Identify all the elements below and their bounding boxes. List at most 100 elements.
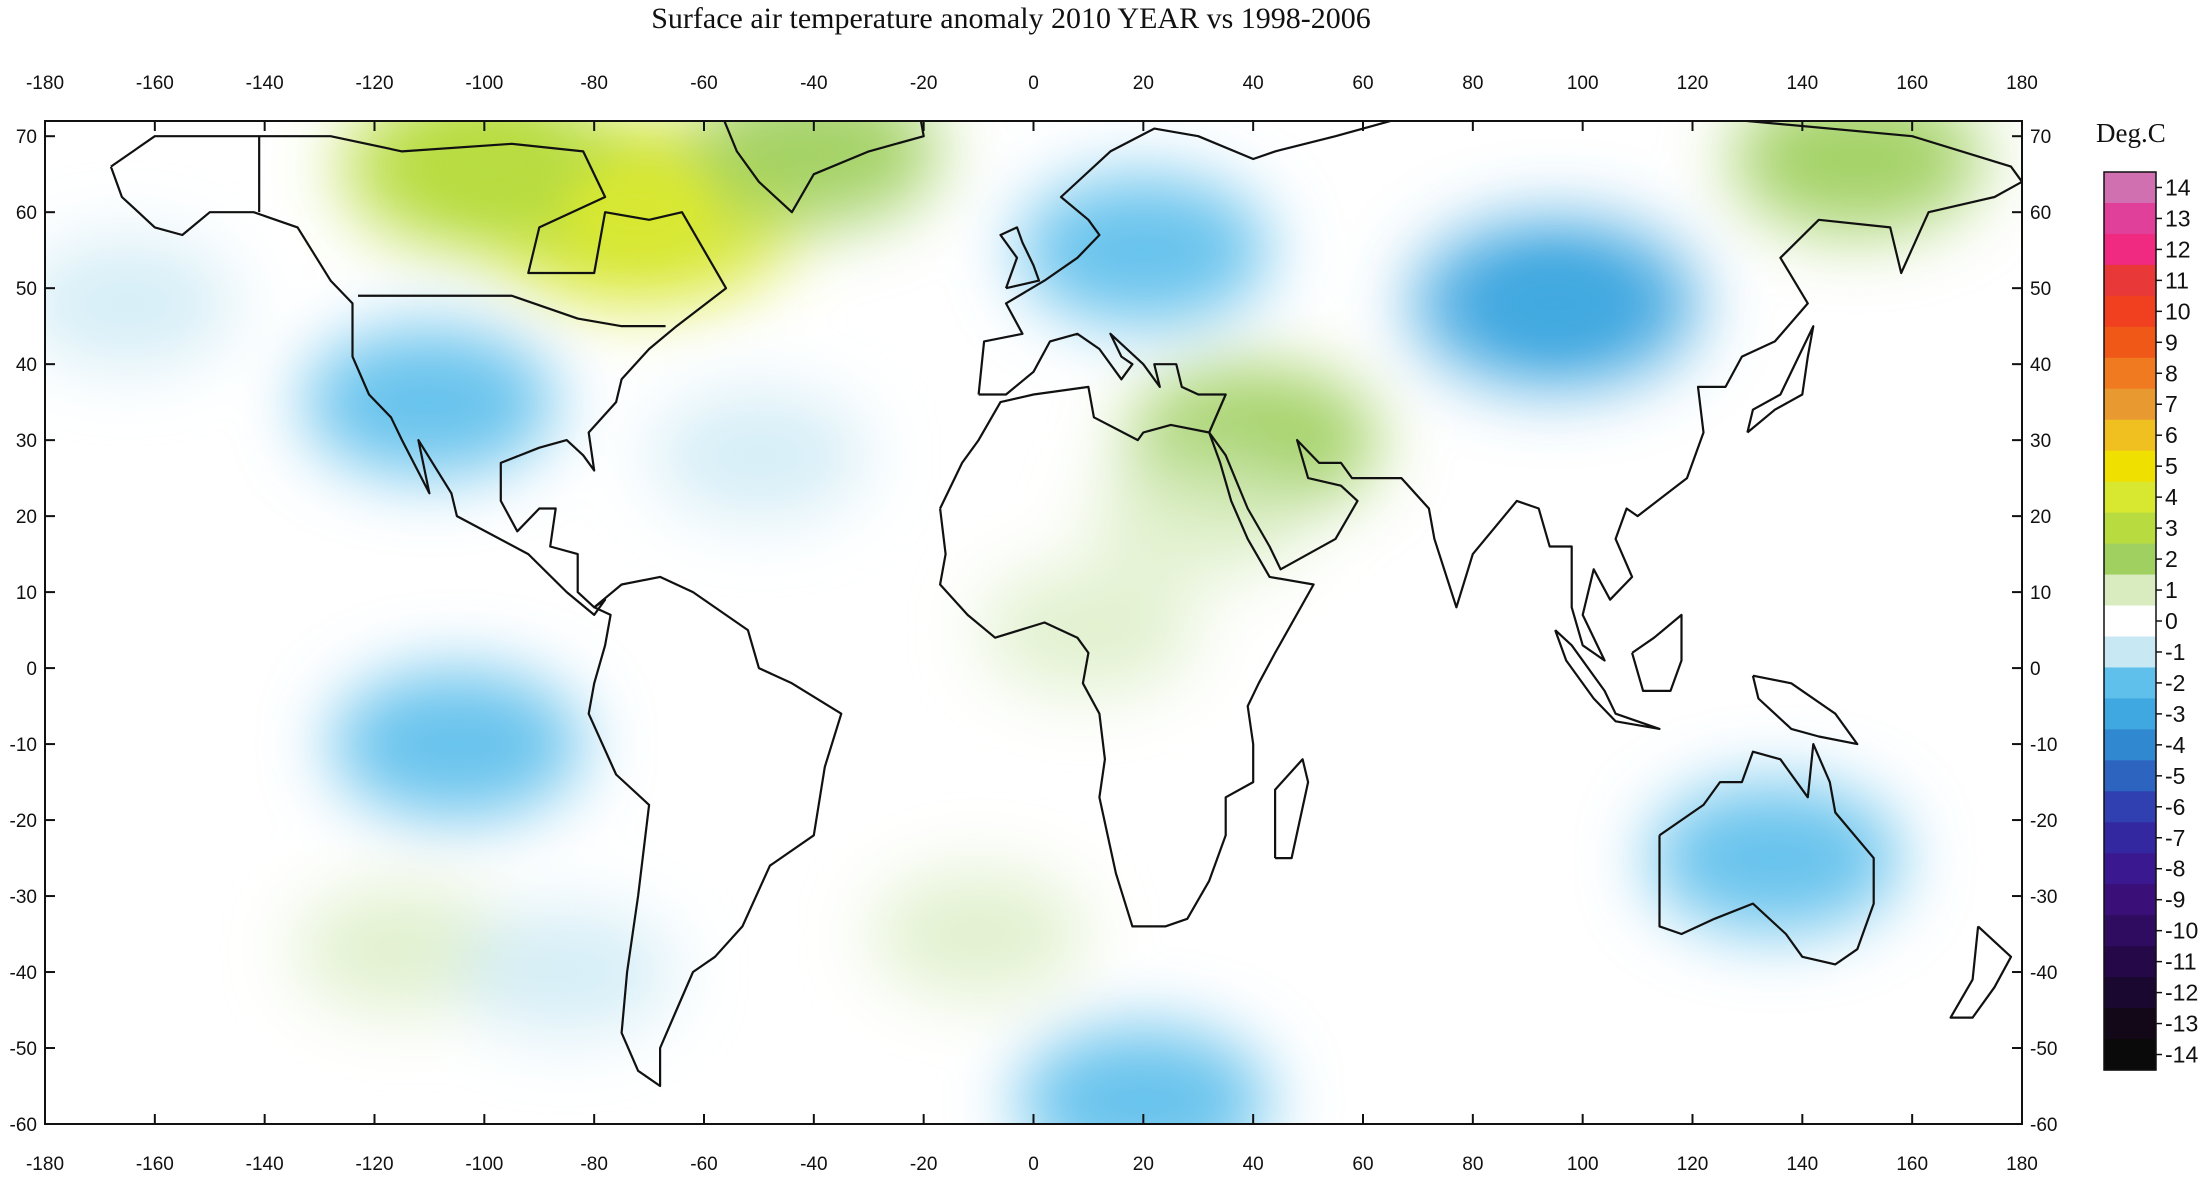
lon-tick-label-bottom: 100 — [1567, 1154, 1599, 1175]
coastline-new-zealand — [1949, 925, 2013, 1019]
anomaly-region-south-atlantic — [870, 869, 1087, 1000]
lat-tick-label-right: -50 — [2030, 1039, 2057, 1060]
lon-tick-label-top: -100 — [465, 73, 503, 94]
lon-tick-label-bottom: 60 — [1352, 1154, 1373, 1175]
legend-label: -7 — [2165, 825, 2185, 851]
legend-swatch — [2104, 233, 2156, 266]
legend-label: 8 — [2165, 360, 2178, 386]
anomaly-region-southern-ocean — [1017, 1026, 1270, 1124]
legend-swatch — [2104, 202, 2156, 235]
legend-swatch — [2104, 791, 2156, 823]
coastline-south-america — [587, 575, 843, 1088]
lat-tick-label-left: 70 — [16, 127, 37, 148]
anomaly-region-northern-russia — [1731, 121, 1984, 234]
legend-swatch — [2104, 605, 2156, 638]
legend-label: 13 — [2165, 205, 2191, 231]
legend-label: -2 — [2165, 670, 2185, 696]
coastline-uk — [999, 226, 1041, 290]
lon-tick-label-bottom: 20 — [1133, 1154, 1154, 1175]
lon-tick-label-bottom: 140 — [1786, 1154, 1818, 1175]
legend-label: 12 — [2165, 236, 2191, 262]
legend-label: -11 — [2165, 949, 2197, 975]
anomaly-region-north-africa — [1090, 451, 1307, 582]
legend-label: 6 — [2165, 422, 2178, 448]
legend-swatch — [2104, 667, 2156, 700]
anomaly-region-greenland-east — [687, 121, 940, 227]
legend-swatch — [2104, 1039, 2156, 1071]
legend-swatch — [2104, 946, 2156, 978]
anomaly-region-gulf-of-alaska — [45, 238, 236, 369]
lon-tick-label-top: 100 — [1567, 73, 1599, 94]
lat-tick-label-left: 20 — [16, 507, 37, 528]
legend-swatch — [2104, 357, 2156, 390]
legend-label: -5 — [2165, 763, 2185, 789]
lat-tick-label-right: -30 — [2030, 887, 2057, 908]
lon-tick-label-bottom: 40 — [1243, 1154, 1264, 1175]
lon-tick-label-bottom: -40 — [800, 1154, 827, 1175]
legend-swatch — [2104, 977, 2156, 1009]
anomaly-region-north-atlantic — [650, 390, 867, 521]
legend-swatch — [2104, 512, 2156, 545]
lon-tick-label-top: -120 — [355, 73, 393, 94]
lat-tick-label-left: 40 — [16, 355, 37, 376]
anomaly-region-south-pacific — [293, 884, 510, 1015]
lat-tick-label-left: -60 — [10, 1115, 37, 1136]
anomaly-core-northeast-canada-greenland — [568, 167, 709, 258]
legend-label: -10 — [2165, 918, 2198, 944]
lat-tick-label-right: -10 — [2030, 735, 2057, 756]
lon-tick-label-bottom: 120 — [1677, 1154, 1709, 1175]
lon-tick-label-top: 140 — [1786, 73, 1818, 94]
legend-swatch — [2104, 729, 2156, 761]
legend-swatch — [2104, 853, 2156, 885]
coastline-africa — [938, 385, 1315, 928]
lat-tick-label-right: 50 — [2030, 279, 2051, 300]
lon-tick-label-top: 120 — [1677, 73, 1709, 94]
lon-tick-label-top: 80 — [1462, 73, 1483, 94]
lat-tick-label-left: 30 — [16, 431, 37, 452]
lon-tick-label-top: -180 — [26, 73, 64, 94]
coastline-sumatra-java — [1554, 629, 1661, 731]
lat-tick-label-right: -60 — [2030, 1115, 2057, 1136]
lat-tick-label-right: 40 — [2030, 355, 2051, 376]
lon-tick-label-top: -20 — [910, 73, 937, 94]
lon-tick-label-bottom: -120 — [355, 1154, 393, 1175]
legend-label: 9 — [2165, 329, 2178, 355]
legend-swatch — [2104, 760, 2156, 792]
lon-tick-label-top: -160 — [136, 73, 174, 94]
lon-tick-label-bottom: -100 — [465, 1154, 503, 1175]
lon-tick-label-top: -40 — [800, 73, 827, 94]
lat-tick-label-right: 10 — [2030, 583, 2051, 604]
legend-label: 3 — [2165, 515, 2178, 541]
legend-swatch — [2104, 450, 2156, 483]
lat-tick-label-right: 30 — [2030, 431, 2051, 452]
anomaly-region-northern-europe — [1017, 175, 1270, 326]
legend-label: -6 — [2165, 794, 2185, 820]
lon-tick-label-bottom: -180 — [26, 1154, 64, 1175]
anomaly-region-southeast-pacific — [458, 907, 675, 1038]
lon-tick-label-top: 60 — [1352, 73, 1373, 94]
lat-tick-label-left: -50 — [10, 1039, 37, 1060]
lon-tick-label-top: 160 — [1896, 73, 1928, 94]
lat-tick-label-left: -30 — [10, 887, 37, 908]
coastlines — [109, 121, 2022, 1088]
legend-label: 11 — [2165, 267, 2189, 293]
lon-tick-label-bottom: -20 — [910, 1154, 937, 1175]
anomaly-region-central-australia — [1648, 783, 1901, 934]
legend-label: 4 — [2165, 484, 2178, 510]
lon-tick-label-top: -60 — [690, 73, 717, 94]
lon-tick-label-top: -80 — [580, 73, 607, 94]
legend-swatch — [2104, 822, 2156, 854]
lat-tick-label-right: 60 — [2030, 203, 2051, 224]
legend-label: -3 — [2165, 701, 2185, 727]
lon-tick-label-bottom: -60 — [690, 1154, 717, 1175]
legend-label: 5 — [2165, 453, 2178, 479]
coastline-borneo — [1631, 613, 1683, 693]
lat-tick-label-right: 20 — [2030, 507, 2051, 528]
lat-tick-label-left: 0 — [26, 659, 37, 680]
lat-tick-label-right: 0 — [2030, 659, 2041, 680]
legend-label: 7 — [2165, 391, 2178, 417]
coastline-new-guinea — [1751, 674, 1859, 746]
legend-label: -8 — [2165, 856, 2185, 882]
lat-tick-label-left: -40 — [10, 963, 37, 984]
